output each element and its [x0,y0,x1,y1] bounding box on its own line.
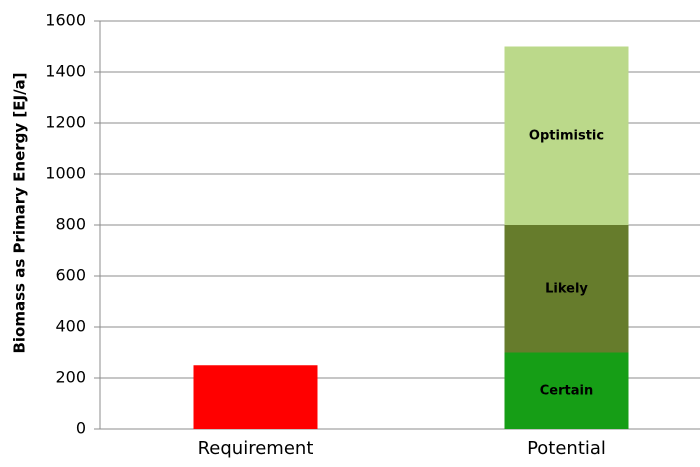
bar-segment [504,352,629,429]
bar-segment [504,225,629,353]
y-tick-label: 400 [55,317,86,336]
y-tick-label: 200 [55,368,86,387]
bar-segment [193,365,318,429]
segment-label: Likely [545,281,588,296]
y-tick-label: 1400 [45,62,86,81]
segment-label: Certain [540,383,593,398]
y-tick-label: 1600 [45,11,86,30]
y-tick-label: 800 [55,215,86,234]
x-tick-label: Potential [527,438,606,459]
y-tick-label: 1000 [45,164,86,183]
y-tick-label: 1200 [45,113,86,132]
x-tick-label: Requirement [198,438,314,459]
y-tick-label: 600 [55,266,86,285]
y-axis-label: Biomass as Primary Energy [EJ/a] [11,72,29,353]
segment-label: Optimistic [529,128,604,143]
bar-segment [504,46,629,225]
y-tick-label: 0 [76,419,86,438]
